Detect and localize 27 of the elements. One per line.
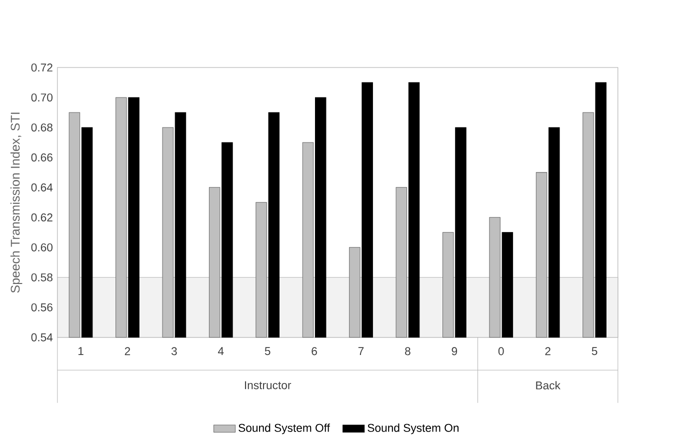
- y-tick-label: 0.58: [31, 273, 52, 282]
- x-tick-label: 4: [218, 347, 224, 356]
- y-tick-label: 0.62: [31, 214, 52, 222]
- y-tick-label: 0.68: [31, 124, 52, 132]
- y-axis-title: Speech Transmission Index, STI: [10, 112, 22, 293]
- y-tick-label: 0.72: [31, 64, 52, 72]
- y-tick-label: 0.64: [31, 184, 53, 192]
- x-tick-label: 6: [312, 347, 317, 356]
- x-tick-label: 7: [358, 347, 364, 356]
- legend-label: Sound System Off: [238, 424, 330, 434]
- text: Back: [536, 381, 560, 390]
- y-tick-label: 0.60: [31, 244, 53, 252]
- x-tick-label: 5: [264, 347, 270, 356]
- x-tick-label: 3: [171, 347, 177, 356]
- legend-label: Sound System On: [368, 424, 459, 434]
- x-tick-label: 1: [78, 347, 84, 356]
- y-tick-label: 0.56: [31, 303, 52, 312]
- x-tick-label: 8: [405, 347, 410, 356]
- x-tick-label: 9: [452, 347, 458, 356]
- x-tick-label: 5: [592, 347, 598, 356]
- x-tick-label: 2: [545, 347, 550, 356]
- x-tick-label: 2: [124, 347, 130, 356]
- x-tick-label: 0: [498, 347, 504, 356]
- y-tick-label: 0.66: [31, 154, 52, 162]
- text: Instructor: [244, 381, 292, 390]
- y-tick-label: 0.70: [31, 94, 53, 102]
- y-tick-label: 0.54: [31, 333, 53, 342]
